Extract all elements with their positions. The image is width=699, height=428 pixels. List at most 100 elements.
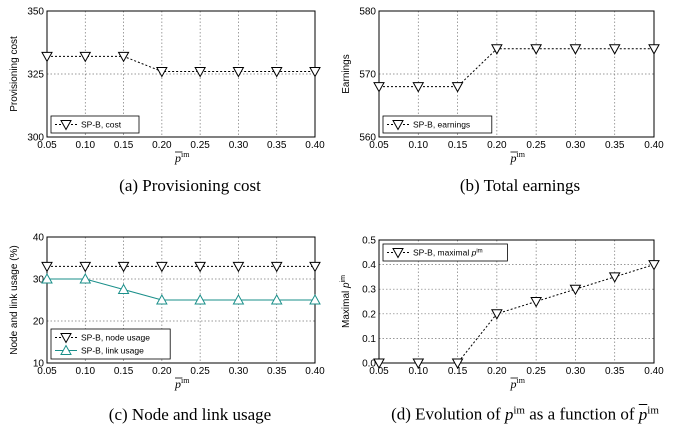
y-tick-label: 10 (33, 359, 45, 370)
series-line-0 (47, 55, 315, 72)
x-tick-label: 0.15 (448, 366, 468, 377)
legend-marker (392, 248, 404, 259)
data-point (309, 293, 321, 305)
x-tick-label: 0.35 (605, 366, 625, 377)
series-line-1 (47, 278, 315, 301)
x-tick-label: 0.05 (37, 366, 57, 377)
legend-box (382, 243, 508, 262)
x-tick-label: 0.20 (487, 366, 507, 377)
caption-d: (d) Evolution of pim as a function of pi… (352, 404, 698, 425)
x-tick-label: 0.40 (644, 140, 664, 151)
plot-frame (378, 239, 655, 364)
y-tick-label: 560 (359, 133, 376, 144)
data-point (194, 66, 206, 78)
x-tick-label: 0.25 (526, 366, 546, 377)
data-point (373, 358, 385, 370)
x-tick-label: 0.20 (487, 140, 507, 151)
data-point (270, 261, 283, 273)
caption-d-mid: as a function of (529, 404, 635, 424)
data-point (412, 358, 425, 370)
legend-marker (60, 120, 72, 131)
data-point (412, 82, 425, 93)
x-tick-label: 0.40 (305, 366, 325, 377)
data-point (156, 261, 168, 273)
data-point (373, 82, 385, 93)
x-tick-label: 0.10 (409, 140, 429, 151)
legend-label: SP-B, earnings (413, 120, 470, 130)
y-axis-label: Provisioning cost (9, 36, 20, 112)
x-tick-label: 0.20 (152, 140, 172, 151)
y-tick-label: 0.5 (362, 236, 376, 247)
legend-box (382, 115, 493, 134)
x-tick-label: 0.35 (267, 140, 287, 151)
data-point (648, 44, 660, 55)
x-tick-label: 0.25 (190, 140, 210, 151)
data-point (156, 66, 168, 78)
y-tick-label: 20 (33, 317, 45, 328)
x-tick-label: 0.05 (369, 140, 389, 151)
x-tick-label: 0.30 (229, 366, 249, 377)
x-tick-label: 0.15 (114, 140, 134, 151)
x-tick-label: 0.10 (76, 140, 96, 151)
x-tick-label: 0.10 (76, 366, 96, 377)
y-tick-label: 40 (33, 233, 45, 244)
legend-label: SP-B, node usage (81, 333, 150, 343)
data-point (270, 66, 283, 78)
data-point (451, 82, 464, 93)
legend-marker (60, 333, 72, 344)
x-tick-label: 0.40 (305, 140, 325, 151)
data-point (648, 260, 660, 271)
data-point (117, 283, 130, 294)
data-point (41, 51, 53, 63)
data-point (608, 44, 621, 55)
y-tick-label: 0.4 (362, 260, 376, 271)
legend-box (50, 115, 140, 134)
x-tick-label: 0.15 (114, 366, 134, 377)
caption-d-prefix: (d) Evolution of (391, 404, 501, 424)
legend-label: SP-B, cost (81, 120, 122, 130)
y-axis-label: Earnings (341, 54, 352, 93)
data-point (491, 44, 503, 55)
data-point (79, 51, 92, 63)
data-point (232, 261, 245, 273)
legend-marker (392, 120, 404, 131)
y-tick-label: 30 (33, 275, 45, 286)
caption-d-pbar-symbol: pim (638, 404, 659, 424)
y-tick-label: 0.1 (362, 334, 376, 345)
plot-frame (378, 10, 655, 138)
data-point (194, 293, 206, 305)
caption-b: (b) Total earnings (459, 176, 581, 195)
data-point (270, 293, 283, 305)
x-tick-label: 0.05 (37, 140, 57, 151)
series-line-0 (379, 264, 655, 364)
legend-marker (60, 344, 72, 355)
data-point (530, 44, 542, 55)
data-point (309, 66, 321, 78)
x-tick-label: 0.30 (229, 140, 249, 151)
data-point (41, 261, 53, 273)
data-point (451, 358, 464, 370)
data-point (309, 261, 321, 273)
legend-label: SP-B, maximal pim (413, 248, 483, 258)
x-tick-label: 0.35 (267, 366, 287, 377)
x-tick-label: 0.10 (409, 366, 429, 377)
data-point (608, 272, 621, 283)
x-tick-label: 0.05 (369, 366, 389, 377)
x-tick-label: 0.25 (190, 366, 210, 377)
data-point (194, 261, 206, 273)
x-tick-label: 0.20 (152, 366, 172, 377)
y-tick-label: 570 (359, 70, 376, 81)
data-point (156, 293, 168, 305)
data-point (569, 44, 582, 55)
data-point (569, 284, 582, 296)
y-axis-label: Node and link usage (%) (9, 245, 20, 355)
caption-d-p-symbol: pim (504, 404, 525, 424)
y-tick-label: 325 (27, 70, 44, 81)
legend-label: SP-B, link usage (81, 346, 144, 356)
y-tick-label: 0.0 (362, 359, 376, 370)
caption-a: (a) Provisioning cost (119, 176, 261, 195)
data-point (117, 51, 130, 63)
y-tick-label: 0.3 (362, 285, 376, 296)
